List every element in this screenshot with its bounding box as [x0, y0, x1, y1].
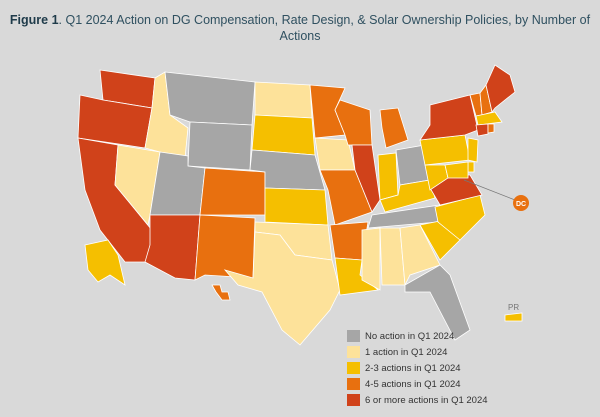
- state-nm: [194, 214, 256, 281]
- state-il: [351, 144, 381, 213]
- state-ms: [361, 227, 381, 291]
- state-dc: [513, 195, 529, 211]
- state-ks: [264, 187, 329, 226]
- dc-leader-line: [463, 179, 516, 201]
- legend-item-none: No action in Q1 2024: [347, 328, 488, 344]
- legend-item-two-three: 2-3 actions in Q1 2024: [347, 360, 488, 376]
- state-mi: [379, 107, 409, 149]
- state-me: [485, 64, 516, 113]
- legend-label: 4-5 actions in Q1 2024: [365, 378, 461, 390]
- state-nv: [114, 144, 161, 226]
- legend-label: 6 or more actions in Q1 2024: [365, 394, 488, 406]
- state-ny: [419, 94, 479, 141]
- state-ri: [487, 123, 495, 134]
- state-tx: [223, 231, 341, 346]
- state-hi: [211, 284, 231, 301]
- legend-item-six-plus: 6 or more actions in Q1 2024: [347, 392, 488, 408]
- state-wi: [334, 99, 373, 146]
- legend-swatch: [347, 330, 360, 342]
- dc-label: DC: [516, 201, 526, 208]
- pr-label: PR: [508, 303, 519, 312]
- state-in: [377, 152, 399, 201]
- figure-label: Figure 1: [9, 13, 59, 27]
- state-nd: [254, 81, 313, 119]
- state-pr: [504, 312, 523, 322]
- state-az: [144, 214, 201, 281]
- state-sd: [251, 114, 316, 156]
- state-nj: [467, 137, 479, 163]
- legend: No action in Q1 2024 1 action in Q1 2024 2…: [347, 328, 488, 408]
- state-fl: [404, 264, 471, 341]
- state-co: [199, 167, 266, 216]
- figure-title: Figure 1. Q1 2024 Action on DG Compensat…: [0, 12, 600, 44]
- legend-swatch: [347, 394, 360, 406]
- legend-swatch: [347, 346, 360, 358]
- legend-item-four-five: 4-5 actions in Q1 2024: [347, 376, 488, 392]
- legend-label: No action in Q1 2024: [365, 330, 455, 342]
- legend-label: 1 action in Q1 2024: [365, 346, 448, 358]
- legend-swatch: [347, 378, 360, 390]
- state-ct: [475, 123, 489, 137]
- legend-swatch: [347, 362, 360, 374]
- state-ak: [84, 239, 126, 286]
- state-ga: [399, 224, 441, 287]
- state-md: [444, 161, 469, 179]
- legend-label: 2-3 actions in Q1 2024: [365, 362, 461, 374]
- figure-caption: . Q1 2024 Action on DG Compensation, Rat…: [58, 13, 591, 43]
- state-wy: [187, 121, 253, 171]
- state-ma: [475, 111, 503, 126]
- legend-item-one: 1 action in Q1 2024: [347, 344, 488, 360]
- state-de: [467, 161, 475, 173]
- state-mt: [164, 71, 256, 126]
- state-mo: [319, 169, 373, 226]
